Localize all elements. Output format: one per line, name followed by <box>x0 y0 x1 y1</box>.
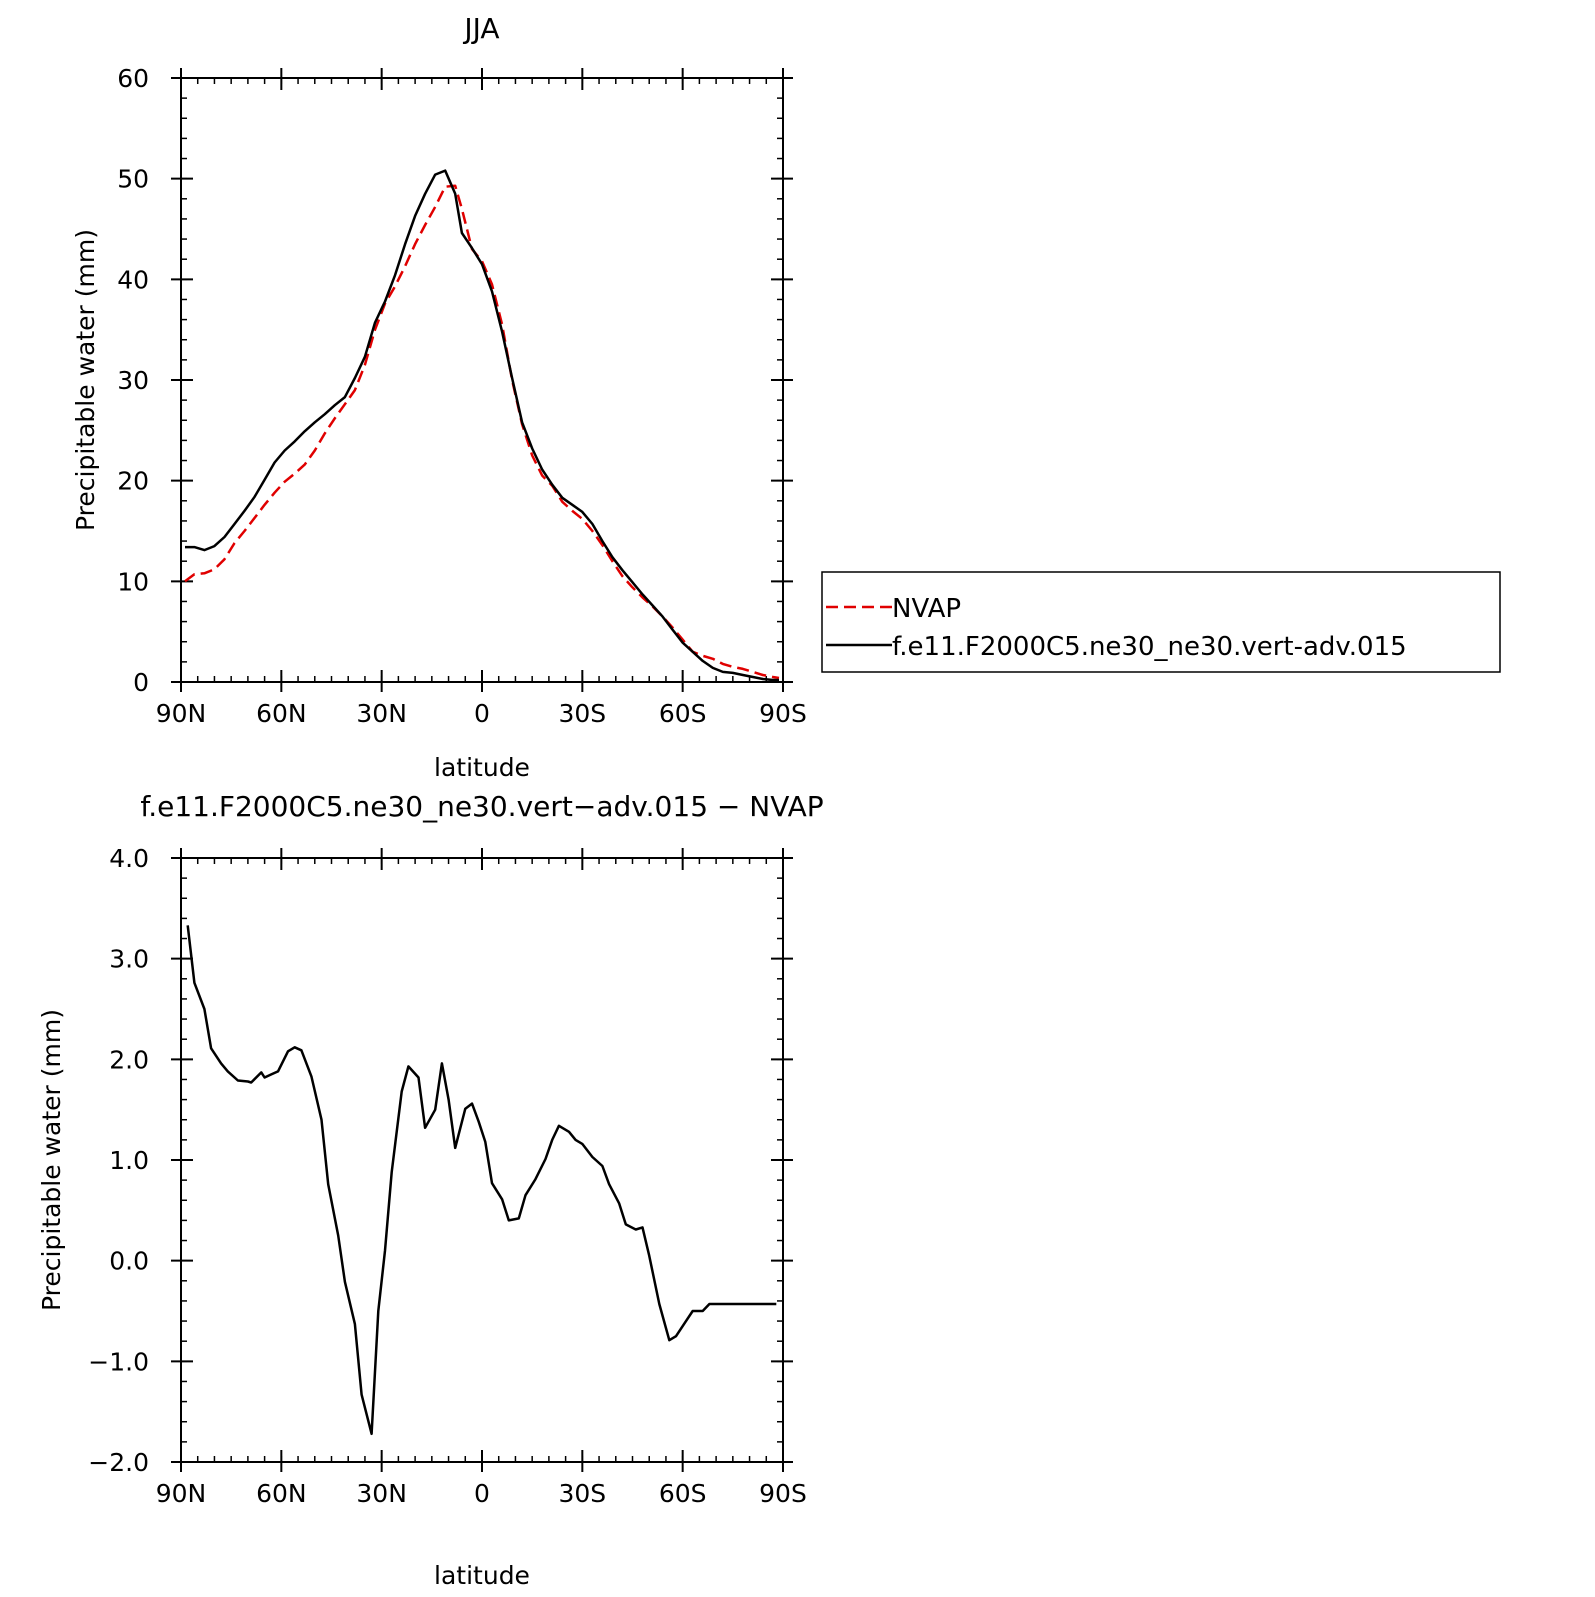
top-y-tick-label: 10 <box>117 567 149 596</box>
bottom-y-tick-label: 3.0 <box>109 945 149 974</box>
bottom-title: f.e11.F2000C5.ne30_ne30.vert−adv.015 − N… <box>140 790 823 823</box>
bottom-x-tick-label: 90N <box>156 1479 207 1508</box>
bottom-x-tick-label: 60N <box>256 1479 307 1508</box>
top-y-tick-label: 0 <box>133 668 149 697</box>
bottom-plot-frame <box>180 857 784 1463</box>
top-plot-frame <box>180 77 784 683</box>
top-y-tick-label: 20 <box>117 467 149 496</box>
top-y-tick-label: 30 <box>117 366 149 395</box>
bottom-y-tick-label: −2.0 <box>88 1448 149 1477</box>
top-x-tick-label: 60S <box>659 699 707 728</box>
top-x-tick-label: 30S <box>558 699 606 728</box>
top-y-tick-label: 50 <box>117 165 149 194</box>
top-x-tick-label: 90S <box>759 699 807 728</box>
top-panel: JJA 90N 60N 30N 0 30S 60S 90S 0 10 20 30 40 50 60 lat… <box>71 12 1501 782</box>
top-y-axis-label: Precipitable water (mm) <box>71 229 100 531</box>
bottom-series-line-0 <box>186 925 777 1436</box>
bottom-series-layer <box>186 925 777 1436</box>
top-grid-layer: 90N 60N 30N 0 30S 60S 90S 0 10 20 30 40 50 60 <box>117 64 807 728</box>
top-x-tick-label: 30N <box>356 699 407 728</box>
legend-nvap-label: NVAP <box>892 594 961 624</box>
legend-box <box>821 571 1501 673</box>
bottom-y-tick-label: 1.0 <box>109 1146 149 1175</box>
top-x-axis-label: latitude <box>434 753 530 782</box>
bottom-x-tick-label: 0 <box>474 1479 490 1508</box>
bottom-y-tick-label: 0.0 <box>109 1247 149 1276</box>
bottom-x-tick-label: 30N <box>356 1479 407 1508</box>
top-y-tick-label: 60 <box>117 64 149 93</box>
bottom-x-tick-label: 90S <box>759 1479 807 1508</box>
bottom-y-axis-label: Precipitable water (mm) <box>37 1009 66 1311</box>
bottom-panel: f.e11.F2000C5.ne30_ne30.vert−adv.015 − N… <box>37 790 824 1590</box>
legend: NVAP f.e11.F2000C5.ne30_ne30.vert-adv.01… <box>821 571 1501 673</box>
top-x-tick-label: 0 <box>474 699 490 728</box>
bottom-x-tick-label: 30S <box>558 1479 606 1508</box>
top-x-tick-label: 90N <box>156 699 207 728</box>
bottom-y-tick-label: −1.0 <box>88 1347 149 1376</box>
top-series-layer <box>184 169 780 682</box>
top-title: JJA <box>462 12 499 45</box>
bottom-y-tick-label: 4.0 <box>109 844 149 873</box>
bottom-x-tick-label: 60S <box>659 1479 707 1508</box>
top-x-tick-label: 60N <box>256 699 307 728</box>
top-series-line-1 <box>185 169 779 682</box>
bottom-y-tick-label: 2.0 <box>109 1045 149 1074</box>
bottom-grid-layer: 90N 60N 30N 0 30S 60S 90S −2.0 −1.0 0.0 1.0 2.0 3.0 4… <box>88 844 807 1508</box>
legend-model-label: f.e11.F2000C5.ne30_ne30.vert-adv.015 <box>892 632 1407 662</box>
bottom-x-axis-label: latitude <box>434 1561 530 1590</box>
top-series-line-0 <box>184 184 780 680</box>
top-y-tick-label: 40 <box>117 265 149 294</box>
